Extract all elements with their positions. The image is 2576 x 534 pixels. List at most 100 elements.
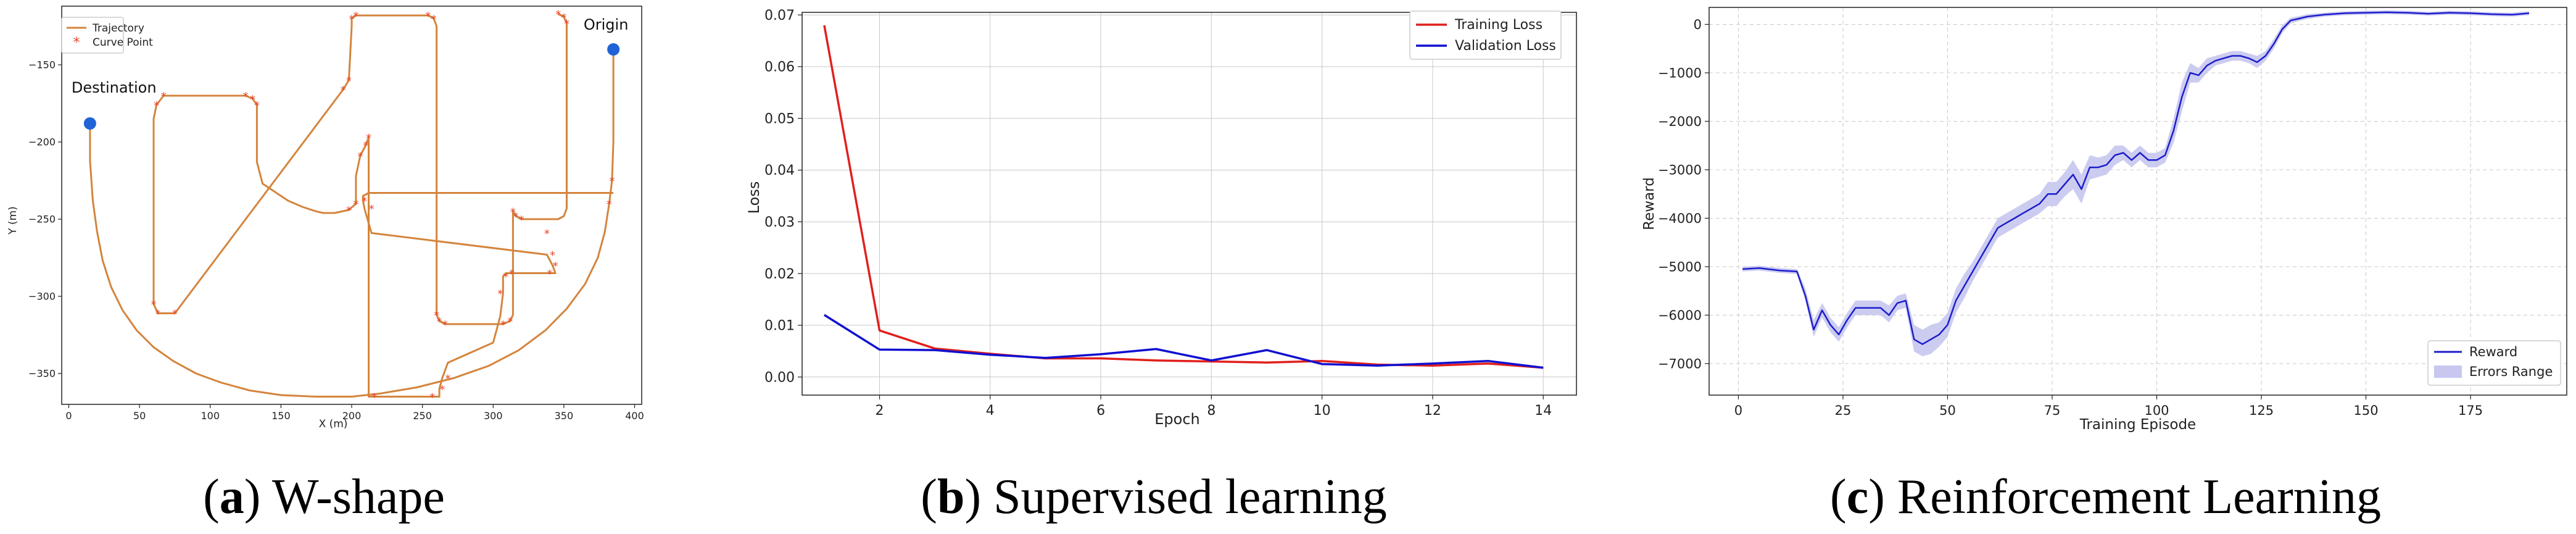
curve-point: * <box>510 206 516 219</box>
caption-b-text: Supervised learning <box>993 470 1387 524</box>
y-tick-label: −6000 <box>1658 308 1702 323</box>
curve-point: * <box>434 309 439 322</box>
curve-point: * <box>431 13 436 26</box>
trajectory-w-path <box>152 13 614 398</box>
y-tick-label: 0.06 <box>764 60 795 75</box>
caption-a-text: W-shape <box>271 470 445 524</box>
curve-point: * <box>513 211 518 223</box>
x-tick-label: 2 <box>876 403 884 419</box>
axes <box>1708 7 2567 396</box>
legend-label-curve-point: Curve Point <box>93 36 153 49</box>
legend-label-trajectory: Trajectory <box>92 22 144 35</box>
y-tick-label: 0.00 <box>764 370 795 385</box>
legend-label-training: Training Loss <box>1454 17 1543 33</box>
y-tick-label: 0.07 <box>764 8 795 23</box>
y-tick-label: −200 <box>28 136 56 148</box>
curve-point: * <box>425 10 431 23</box>
plot-area <box>823 25 1544 369</box>
legend-swatch-curve-point: * <box>73 35 80 51</box>
curve-point: * <box>519 214 524 227</box>
caption-c-text: Reinforcement Learning <box>1897 470 2381 524</box>
x-tick-label: 125 <box>2249 403 2274 418</box>
x-tick-label: 300 <box>484 410 503 422</box>
legend: Trajectory * Curve Point <box>61 17 153 54</box>
annotations: Origin Destination <box>72 16 629 96</box>
x-tick-label: 150 <box>271 410 291 422</box>
destination-marker <box>83 117 96 130</box>
reward-frame <box>1708 7 2567 396</box>
curve-point: * <box>429 391 435 404</box>
x-tick-label: 6 <box>1096 403 1105 419</box>
curve-point: * <box>544 228 550 241</box>
curve-point: * <box>550 249 555 262</box>
curve-point: * <box>155 308 160 321</box>
y-tick-label: −2000 <box>1658 114 1702 129</box>
y-tick-label: 0.04 <box>764 163 795 178</box>
y-tick-label: 0.03 <box>764 215 795 230</box>
curve-point: * <box>172 308 178 321</box>
y-axis-label: Reward <box>1641 177 1657 230</box>
y-tick-label: 0 <box>1694 17 1702 32</box>
curve-point: * <box>366 132 371 145</box>
x-tick-label: 10 <box>1314 403 1331 419</box>
curve-point: * <box>353 198 358 211</box>
y-axis-label: Y (m) <box>7 206 19 235</box>
curve-point: * <box>349 13 355 26</box>
origin-marker <box>607 43 620 56</box>
legend: Reward Errors Range <box>2427 340 2561 386</box>
legend-swatch-errors-range <box>2434 365 2462 378</box>
y-tick-label: −4000 <box>1658 211 1702 226</box>
x-tick-label: 400 <box>625 410 644 422</box>
curve-point: * <box>553 260 558 273</box>
curve-point: * <box>442 319 448 332</box>
y-axis-label: Loss <box>745 181 763 214</box>
x-axis-label: X (m) <box>319 418 348 430</box>
caption-c-letter: c <box>1846 470 1869 524</box>
x-tick-label: 0 <box>65 410 72 422</box>
x-tick-label: 250 <box>413 410 432 422</box>
curve-point: * <box>564 18 569 31</box>
curve-point: * <box>437 315 442 328</box>
x-tick-label: 50 <box>133 410 146 422</box>
y-tick-label: −5000 <box>1658 259 1702 274</box>
caption-a: (a) W-shape <box>203 470 445 524</box>
caption-a-letter: a <box>219 470 244 524</box>
legend-label-reward: Reward <box>2469 344 2517 359</box>
x-tick-label: 100 <box>2144 403 2169 418</box>
x-tick-label: 75 <box>2044 403 2061 418</box>
curve-point: * <box>607 198 612 211</box>
legend-label-validation: Validation Loss <box>1455 38 1556 54</box>
curve-point: * <box>353 10 358 23</box>
reward-line <box>1742 11 2530 345</box>
curve-point: * <box>341 84 346 97</box>
caption-b: (b) Supervised learning <box>921 470 1387 524</box>
y-tick-label: −7000 <box>1658 356 1702 371</box>
legend: Training Loss Validation Loss <box>1409 10 1562 60</box>
x-tick-label: 4 <box>986 403 995 419</box>
trajectory-chart: 0 50 100 150 200 250 300 350 400 −150 −200 −250 −300… <box>7 6 644 430</box>
x-tick-label: 8 <box>1207 403 1216 419</box>
curve-point: * <box>561 12 566 25</box>
x-tick-label: 12 <box>1424 403 1441 419</box>
x-axis-label: Epoch <box>1154 411 1200 428</box>
grid <box>802 12 1576 395</box>
legend-box <box>1409 10 1562 60</box>
curve-point: * <box>609 175 615 188</box>
panel-a: 0 50 100 150 200 250 300 350 400 −150 −200 −250 −300… <box>0 0 648 444</box>
ticks: 0 50 100 150 200 250 300 350 400 −150 −200 −250 −300… <box>28 59 644 422</box>
x-tick-label: 150 <box>2353 403 2378 418</box>
curve-point: * <box>497 288 503 301</box>
x-tick-label: 25 <box>1835 403 1852 418</box>
curve-point: * <box>346 204 352 217</box>
curve-point: * <box>439 383 445 396</box>
curve-point: * <box>363 140 368 152</box>
curve-point: * <box>500 319 506 332</box>
y-tick-label: −250 <box>28 214 56 225</box>
curve-point: * <box>151 299 157 312</box>
y-tick-label: 0.02 <box>764 267 795 282</box>
trajectory-outer-arc <box>89 49 615 398</box>
legend-label-errors-range: Errors Range <box>2469 364 2553 379</box>
curve-point: * <box>362 195 367 208</box>
curve-point: * <box>357 151 363 164</box>
curve-point: * <box>161 90 167 103</box>
